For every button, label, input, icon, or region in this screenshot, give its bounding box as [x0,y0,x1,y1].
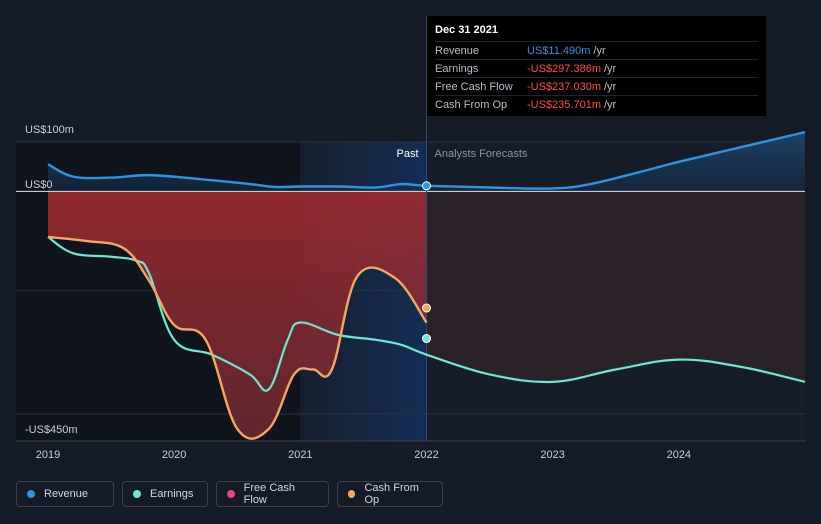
tooltip-row-free-cash-flow: Free Cash Flow -US$237.030m /yr [435,77,758,95]
legend-label: Earnings [150,488,194,500]
legend-item-revenue[interactable]: Revenue [16,481,114,507]
y-axis-label: US$0 [25,179,53,191]
tooltip-value: -US$237.030m [527,80,601,93]
tooltip-label: Earnings [435,62,479,75]
legend-item-free-cash-flow[interactable]: Free Cash Flow [216,481,329,507]
forecast-region-label: Analysts Forecasts [435,148,528,160]
earnings-line [47,236,806,392]
tooltip-label: Cash From Op [435,98,508,111]
x-tick-label: 2019 [36,449,60,461]
data-point-marker [422,303,431,313]
past-region-label: Past [396,148,418,160]
tooltip-label: Revenue [435,44,480,57]
data-point-marker [422,334,431,344]
cash-from-op-line [47,235,428,440]
x-tick-label: 2022 [414,449,438,461]
y-axis-label: US$100m [25,124,74,136]
revenue-area [48,132,805,192]
cash-from-op-dot-icon [348,490,356,498]
data-point-marker [422,181,431,191]
tooltip-row-cash-from-op: Cash From Op -US$235.701m /yr [435,95,758,113]
revenue-dot-icon [27,490,35,498]
x-tick-label: 2020 [162,449,186,461]
tooltip-value: -US$297.386m [527,62,601,75]
x-tick-label: 2023 [540,449,564,461]
tooltip-unit: /yr [604,62,617,75]
tooltip-panel: Dec 31 2021 Revenue US$11.490m /yr Earni… [427,16,766,116]
tooltip-unit: /yr [604,80,617,93]
legend-label: Cash From Op [364,482,419,506]
x-tick-label: 2021 [288,449,312,461]
y-axis-label: -US$450m [25,424,78,436]
tooltip-date: Dec 31 2021 [435,24,498,36]
legend: Revenue Earnings Free Cash Flow Cash Fro… [16,481,443,507]
tooltip-value: US$11.490m [527,44,591,57]
x-tick-label: 2024 [667,449,691,461]
free-cash-flow-dot-icon [227,490,235,498]
free-cash-flow-area [48,191,427,439]
legend-item-cash-from-op[interactable]: Cash From Op [337,481,443,507]
tooltip-label: Free Cash Flow [435,80,513,93]
legend-label: Revenue [44,488,89,500]
tooltip-unit: /yr [604,98,617,111]
tooltip-row-revenue: Revenue US$11.490m /yr [435,41,758,59]
legend-label: Free Cash Flow [243,482,296,506]
revenue-line [47,130,806,190]
earnings-forecast-area [426,191,805,382]
tooltip-value: -US$235.701m [527,98,601,111]
legend-item-earnings[interactable]: Earnings [122,481,208,507]
earnings-dot-icon [133,490,141,498]
tooltip-unit: /yr [593,44,606,57]
tooltip-row-earnings: Earnings -US$297.386m /yr [435,59,758,77]
